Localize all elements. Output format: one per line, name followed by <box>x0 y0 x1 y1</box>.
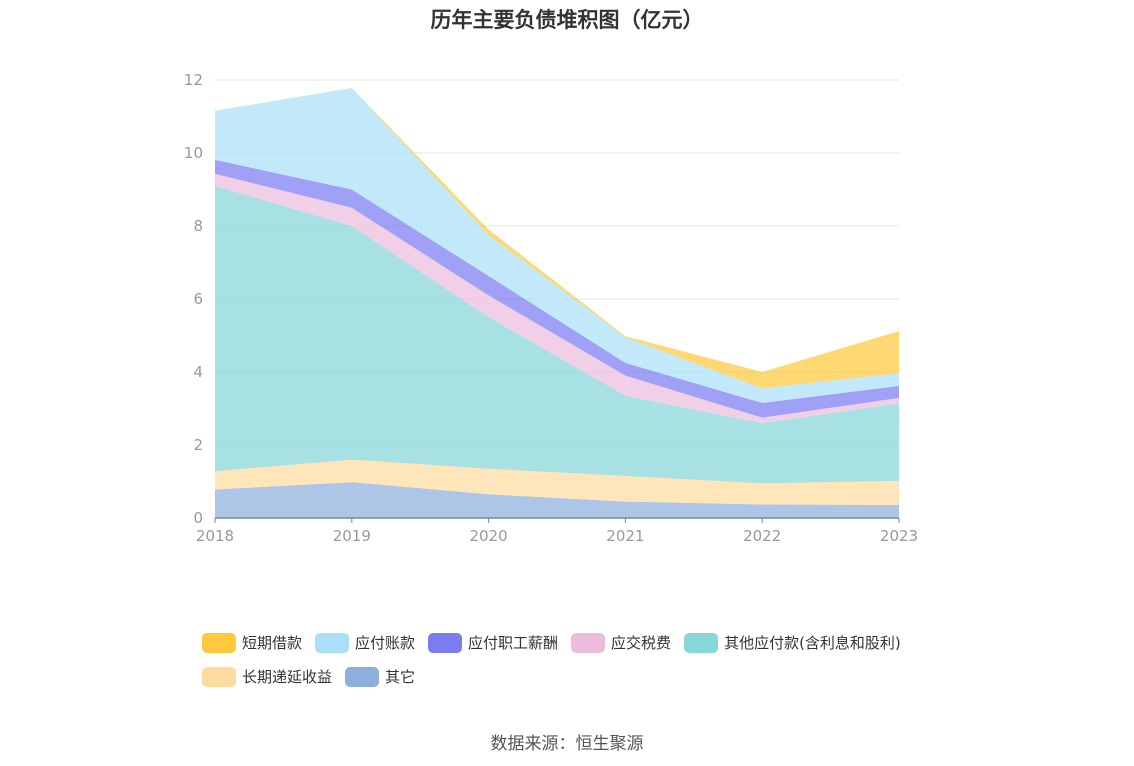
y-tick-label: 12 <box>184 71 203 89</box>
y-tick-label: 6 <box>193 290 203 308</box>
legend-label: 其它 <box>385 668 416 686</box>
x-tick-label: 2022 <box>743 527 781 545</box>
legend-label: 长期递延收益 <box>242 668 333 686</box>
area-其它 <box>215 482 899 518</box>
area-应交税费 <box>215 173 899 424</box>
area-其他应付款(含利息和股利) <box>215 185 899 484</box>
legend-item[interactable]: 应交税费 <box>571 632 671 653</box>
legend-swatch <box>202 666 236 687</box>
legend-item[interactable]: 其它 <box>345 666 415 687</box>
y-tick-label: 8 <box>193 217 203 235</box>
stacked-area-chart: 0 2 4 6 8 10 12 2018 2019 2020 2021 2022 2023 <box>184 71 918 545</box>
legend: 短期借款 应付账款 应付职工薪酬 应交税费 其他应付款(含利息和股利) 长期递延收益 其它 <box>202 632 962 687</box>
y-tick-label: 10 <box>184 144 203 162</box>
x-tick-label: 2019 <box>333 527 371 545</box>
x-tick-label: 2023 <box>880 527 918 545</box>
x-tick-label: 2020 <box>470 527 508 545</box>
legend-label: 应付账款 <box>355 634 416 652</box>
legend-item[interactable]: 短期借款 <box>202 632 302 653</box>
data-source: 数据来源：恒生聚源 <box>490 734 644 754</box>
area-短期借款 <box>215 88 899 389</box>
legend-swatch <box>315 632 350 653</box>
axes: 0 2 4 6 8 10 12 2018 2019 2020 2021 2022 2023 <box>184 71 918 545</box>
chart-title: 历年主要负债堆积图（亿元） <box>430 8 704 32</box>
legend-label: 应交税费 <box>611 634 672 652</box>
y-tick-label: 2 <box>193 436 203 454</box>
legend-label: 应付职工薪酬 <box>468 634 559 652</box>
legend-label: 其他应付款(含利息和股利) <box>724 634 901 652</box>
legend-item[interactable]: 应付职工薪酬 <box>428 632 558 653</box>
legend-swatch <box>202 632 236 653</box>
legend-item[interactable]: 其他应付款(含利息和股利) <box>684 632 901 653</box>
area-应付职工薪酬 <box>215 159 899 418</box>
y-tick-label: 0 <box>193 509 203 527</box>
area-应付账款 <box>215 88 899 403</box>
y-tick-label: 4 <box>193 363 203 381</box>
legend-swatch <box>428 632 463 653</box>
legend-swatch <box>684 632 719 653</box>
x-tick-label: 2021 <box>606 527 644 545</box>
x-tick-label: 2018 <box>196 527 234 545</box>
area-series <box>215 88 899 518</box>
legend-swatch <box>571 632 606 653</box>
legend-label: 短期借款 <box>242 634 303 652</box>
area-长期递延收益 <box>215 459 899 505</box>
legend-item[interactable]: 长期递延收益 <box>202 666 332 687</box>
legend-swatch <box>345 666 380 687</box>
legend-item[interactable]: 应付账款 <box>315 632 415 653</box>
